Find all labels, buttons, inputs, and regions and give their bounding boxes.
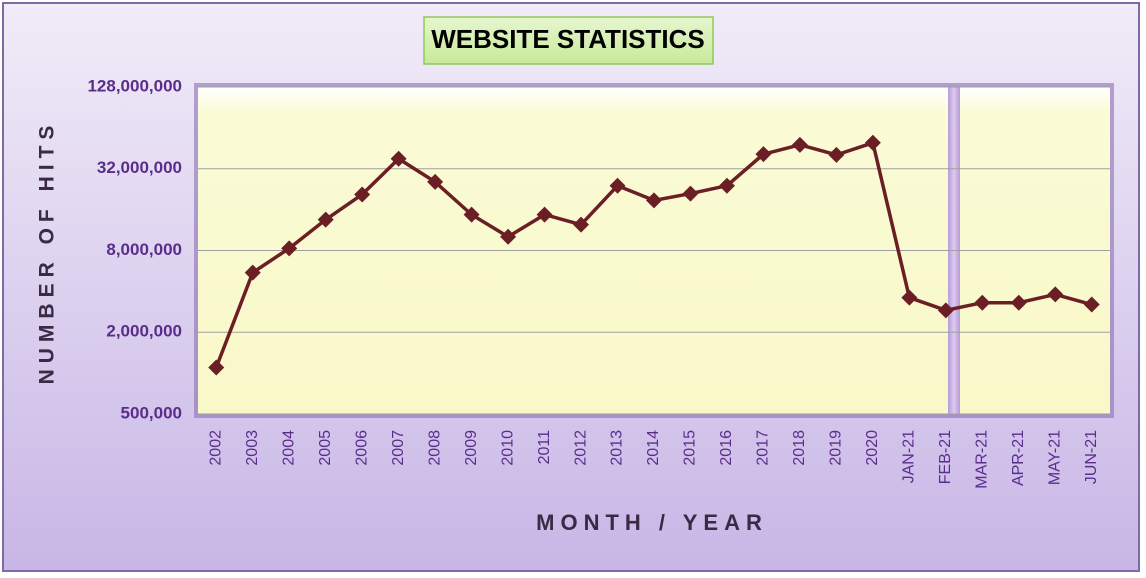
x-tick-label: 2020 [864, 430, 881, 466]
x-tick-label: 2004 [280, 430, 297, 466]
data-marker [1010, 294, 1027, 311]
x-tick-label: 2015 [682, 430, 699, 466]
x-tick-label: 2007 [390, 430, 407, 466]
x-tick-label: MAR-21 [974, 430, 991, 489]
x-tick-label: 2011 [536, 430, 553, 465]
x-tick-label: JUN-21 [1083, 430, 1100, 484]
y-tick-label: 500,000 [121, 403, 182, 422]
x-tick-label: 2010 [499, 430, 516, 466]
x-tick-label: 2005 [317, 430, 334, 466]
data-marker [463, 206, 480, 223]
y-tick-label: 8,000,000 [106, 240, 182, 259]
data-marker [791, 136, 808, 153]
data-marker [609, 177, 626, 194]
x-tick-label: 2018 [791, 430, 808, 466]
y-tick-label: 2,000,000 [106, 322, 182, 341]
x-tick-label: 2012 [572, 430, 589, 466]
data-marker [1047, 286, 1064, 303]
x-tick-label: 2008 [426, 430, 443, 466]
x-tick-label: 2016 [718, 430, 735, 466]
data-marker [828, 146, 845, 163]
x-tick-label: 2013 [609, 430, 626, 466]
x-tick-label: 2002 [207, 430, 224, 466]
data-marker [901, 289, 918, 306]
data-marker [244, 264, 261, 281]
x-tick-label: 2009 [463, 430, 480, 466]
data-marker [427, 173, 444, 190]
x-tick-label: JAN-21 [901, 430, 918, 483]
data-marker [317, 211, 334, 228]
data-marker [390, 150, 407, 167]
data-marker [536, 206, 553, 223]
x-tick-label: 2019 [828, 430, 845, 466]
y-tick-label: 32,000,000 [97, 158, 182, 177]
data-marker [281, 240, 298, 257]
plot-shadow [194, 83, 1114, 418]
data-marker [755, 146, 772, 163]
x-tick-label: 2006 [353, 430, 370, 466]
data-marker [864, 134, 881, 151]
data-marker [208, 359, 225, 376]
data-marker [682, 185, 699, 202]
data-marker [573, 216, 590, 233]
x-tick-label: MAY-21 [1046, 430, 1063, 485]
y-axis-label: NUMBER OF HITS [36, 120, 59, 385]
x-tick-label: 2014 [645, 430, 662, 466]
x-tick-label: 2017 [755, 430, 772, 466]
data-marker [937, 302, 954, 319]
y-tick-label: 128,000,000 [87, 76, 182, 95]
data-marker [974, 294, 991, 311]
x-axis-label: MONTH / YEAR [536, 510, 768, 535]
data-marker [646, 192, 662, 209]
x-tick-label: 2003 [244, 430, 261, 466]
data-marker [354, 186, 371, 203]
data-marker [718, 177, 735, 194]
chart-title: WEBSITE STATISTICS [431, 24, 704, 54]
data-marker [500, 228, 517, 245]
data-marker [1083, 296, 1100, 313]
x-tick-label: FEB-21 [937, 430, 954, 484]
title-box [423, 16, 714, 65]
x-tick-label: APR-21 [1010, 430, 1027, 486]
